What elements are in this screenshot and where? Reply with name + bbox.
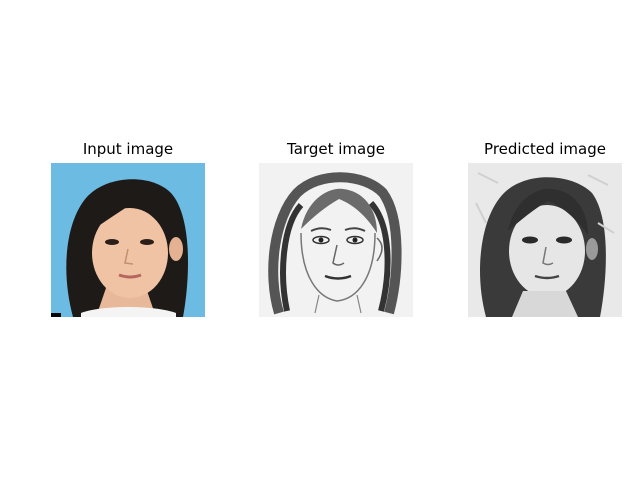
panel-title-target: Target image <box>287 140 385 158</box>
target-image <box>259 163 413 317</box>
predicted-image <box>468 163 622 317</box>
input-image <box>51 163 205 317</box>
panel-title-input: Input image <box>82 140 174 158</box>
panel-title-predicted: Predicted image <box>484 140 606 158</box>
